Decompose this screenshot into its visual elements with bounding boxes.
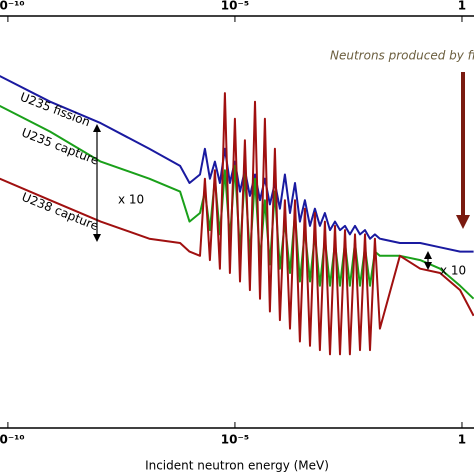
series-line — [0, 92, 474, 356]
series-label: U235 capture — [20, 125, 101, 167]
x-tick-label: 10⁻¹⁰ — [0, 433, 25, 447]
plot-area — [0, 75, 474, 356]
series-label: U238 capture — [20, 190, 101, 233]
annotation: x 10 — [118, 193, 144, 207]
series-line — [0, 75, 474, 253]
x-tick-label: 10⁻¹⁰ — [0, 0, 25, 13]
x-tick-label: 1 — [458, 0, 466, 13]
x-axis-label: Incident neutron energy (MeV) — [145, 459, 329, 473]
annotation: Neutrons produced by fission — [330, 49, 474, 63]
x-tick-label: 10⁻⁵ — [221, 433, 249, 447]
x-tick-label: 10⁻⁵ — [221, 0, 249, 13]
annotation: x 10 — [440, 264, 466, 278]
x-tick-label: 1 — [458, 433, 466, 447]
series-label: U235 fission — [18, 90, 92, 130]
